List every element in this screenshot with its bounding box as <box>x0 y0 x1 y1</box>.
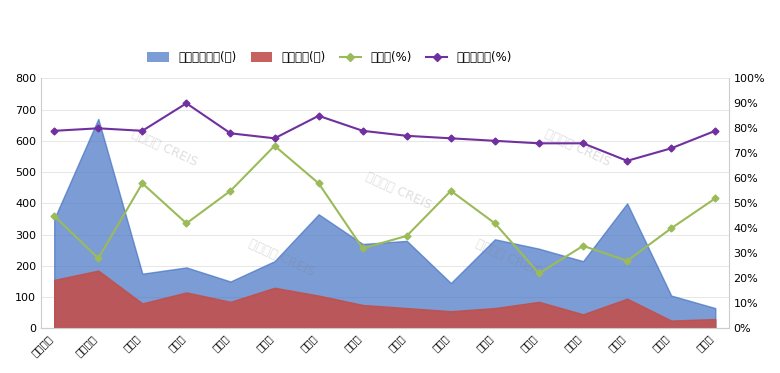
Text: 中指数据 CREIS: 中指数据 CREIS <box>473 238 544 279</box>
Text: 中指数据 CREIS: 中指数据 CREIS <box>363 170 434 212</box>
Text: 中指数据 CREIS: 中指数据 CREIS <box>542 128 612 169</box>
Legend: 交易截止拍品(件), 成交拍品(件), 清仓率(%), 成交折价率(%): 交易截止拍品(件), 成交拍品(件), 清仓率(%), 成交折价率(%) <box>143 47 516 69</box>
Text: 中指数据 CREIS: 中指数据 CREIS <box>246 238 317 279</box>
Text: 中指数据 CREIS: 中指数据 CREIS <box>129 128 200 169</box>
